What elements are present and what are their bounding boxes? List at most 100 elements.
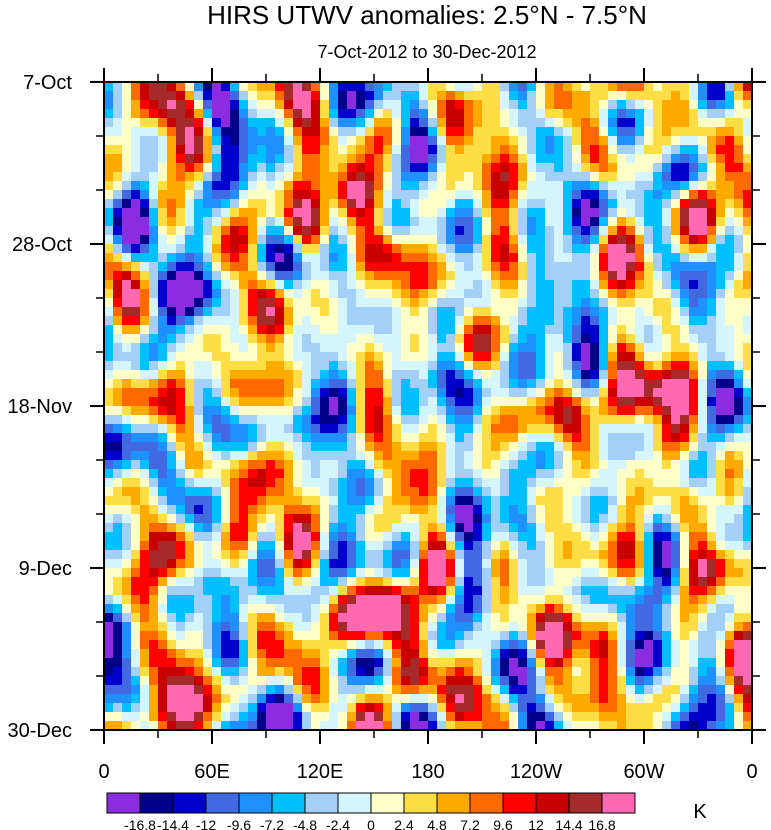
field-cell (338, 172, 348, 182)
field-cell (104, 478, 114, 488)
field-cell (536, 667, 546, 677)
field-cell (554, 325, 564, 335)
field-cell (698, 388, 708, 398)
field-cell (131, 442, 141, 452)
field-cell (131, 703, 141, 713)
field-cell (437, 298, 447, 308)
field-cell (680, 397, 690, 407)
field-cell (356, 649, 366, 659)
field-cell (635, 298, 645, 308)
field-cell (284, 568, 294, 578)
field-cell (401, 298, 411, 308)
field-cell (131, 253, 141, 263)
field-cell (329, 352, 339, 362)
field-cell (185, 496, 195, 506)
field-cell (626, 379, 636, 389)
field-cell (239, 100, 249, 110)
field-cell (527, 505, 537, 515)
field-cell (221, 388, 231, 398)
field-cell (617, 289, 627, 299)
field-cell (626, 478, 636, 488)
field-cell (221, 451, 231, 461)
field-cell (185, 208, 195, 218)
field-cell (716, 685, 726, 695)
field-cell (401, 91, 411, 101)
field-cell (428, 694, 438, 704)
field-cell (725, 361, 735, 371)
field-cell (671, 451, 681, 461)
field-cell (446, 658, 456, 668)
field-cell (158, 388, 168, 398)
field-cell (464, 289, 474, 299)
field-cell (284, 667, 294, 677)
field-cell (185, 676, 195, 686)
field-cell (707, 433, 717, 443)
field-cell (374, 271, 384, 281)
field-cell (266, 91, 276, 101)
field-cell (239, 604, 249, 614)
field-cell (545, 433, 555, 443)
field-cell (203, 676, 213, 686)
field-cell (338, 181, 348, 191)
field-cell (527, 424, 537, 434)
field-cell (167, 676, 177, 686)
field-cell (617, 109, 627, 119)
field-cell (212, 397, 222, 407)
field-cell (401, 388, 411, 398)
field-cell (239, 640, 249, 650)
field-cell (293, 550, 303, 560)
field-cell (320, 433, 330, 443)
field-cell (392, 190, 402, 200)
field-cell (554, 541, 564, 551)
field-cell (554, 622, 564, 632)
field-cell (293, 433, 303, 443)
field-cell (329, 550, 339, 560)
field-cell (266, 352, 276, 362)
field-cell (725, 559, 735, 569)
field-cell (680, 325, 690, 335)
field-cell (662, 676, 672, 686)
field-cell (257, 550, 267, 560)
field-cell (680, 559, 690, 569)
field-cell (392, 568, 402, 578)
field-cell (419, 658, 429, 668)
field-cell (293, 388, 303, 398)
field-cell (410, 262, 420, 272)
field-cell (545, 442, 555, 452)
field-cell (266, 271, 276, 281)
field-cell (626, 496, 636, 506)
field-cell (662, 334, 672, 344)
field-cell (680, 649, 690, 659)
field-cell (563, 361, 573, 371)
field-cell (617, 343, 627, 353)
field-cell (392, 613, 402, 623)
field-cell (212, 253, 222, 263)
field-cell (302, 658, 312, 668)
field-cell (374, 199, 384, 209)
field-cell (455, 217, 465, 227)
field-cell (275, 289, 285, 299)
field-cell (248, 577, 258, 587)
field-cell (734, 649, 744, 659)
field-cell (365, 424, 375, 434)
field-cell (356, 118, 366, 128)
field-cell (257, 487, 267, 497)
field-cell (410, 325, 420, 335)
field-cell (131, 505, 141, 515)
field-cell (122, 505, 132, 515)
field-cell (365, 622, 375, 632)
field-cell (392, 622, 402, 632)
field-cell (464, 109, 474, 119)
field-cell (590, 667, 600, 677)
field-cell (266, 487, 276, 497)
field-cell (230, 280, 240, 290)
field-cell (122, 307, 132, 317)
field-cell (644, 613, 654, 623)
field-cell (113, 199, 123, 209)
field-cell (356, 604, 366, 614)
field-cell (428, 685, 438, 695)
field-cell (545, 586, 555, 596)
field-cell (527, 262, 537, 272)
field-cell (716, 316, 726, 326)
field-cell (446, 415, 456, 425)
